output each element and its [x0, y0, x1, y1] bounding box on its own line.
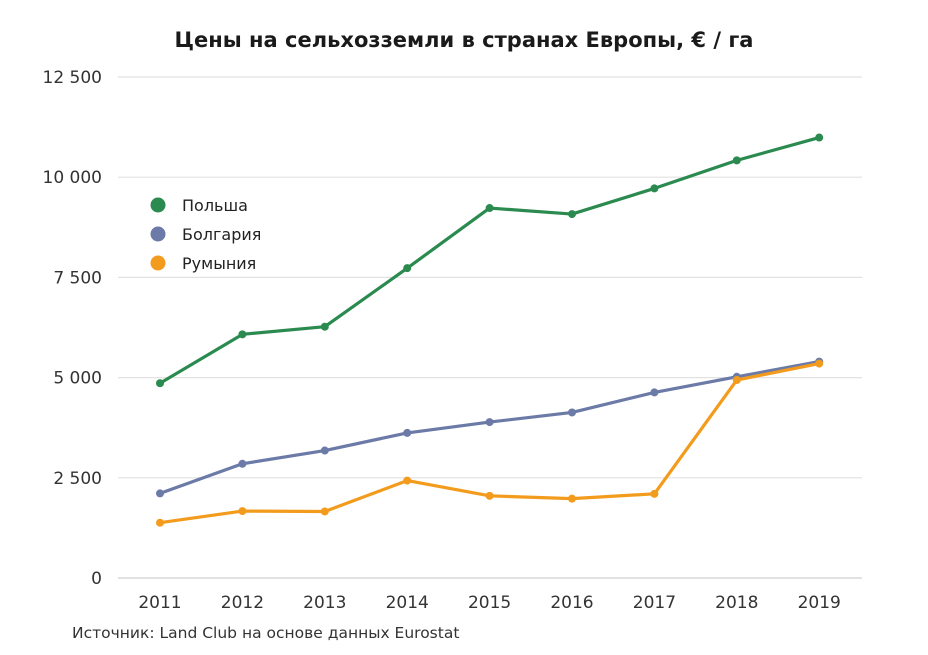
data-point — [403, 264, 412, 273]
x-tick-label: 2014 — [386, 593, 429, 613]
y-tick-label: 12 500 — [43, 68, 102, 88]
x-tick-label: 2015 — [468, 593, 511, 613]
data-point — [320, 446, 329, 455]
x-tick-label: 2013 — [303, 593, 346, 613]
y-tick-label: 10 000 — [43, 168, 102, 188]
series-line — [158, 135, 821, 385]
y-tick-label: 7 500 — [53, 268, 102, 288]
data-point — [650, 388, 659, 397]
data-point — [156, 518, 164, 527]
data-point — [568, 494, 576, 503]
source-note: Источник: Land Club на основе данных Eur… — [72, 624, 460, 642]
data-point — [650, 489, 659, 498]
data-point — [403, 428, 412, 437]
data-point — [568, 210, 576, 219]
legend-label: Болгария — [182, 225, 261, 244]
legend-marker — [150, 197, 166, 213]
data-point — [815, 133, 824, 142]
data-point — [320, 322, 329, 331]
data-point — [238, 330, 247, 339]
x-tick-label: 2017 — [633, 593, 676, 613]
x-tick-label: 2012 — [221, 593, 264, 613]
chart-title: Цены на сельхозземли в странах Европы, €… — [174, 28, 754, 52]
y-tick-label: 5 000 — [53, 369, 102, 389]
legend: Польша Болгария Румыния — [150, 196, 261, 273]
data-point — [238, 459, 247, 468]
legend-label: Румыния — [182, 254, 256, 273]
data-point — [238, 507, 247, 516]
data-point — [403, 476, 412, 485]
legend-marker — [150, 226, 166, 242]
data-point — [320, 507, 329, 516]
x-tick-label: 2018 — [715, 593, 758, 613]
grid-lines — [118, 76, 862, 579]
x-tick-label: 2016 — [550, 593, 593, 613]
data-point — [485, 418, 494, 427]
y-tick-label: 0 — [91, 569, 102, 589]
x-axis-labels: 2011 2012 2013 2014 2015 2016 2017 2018 2019 — [138, 593, 840, 613]
series-lines — [156, 133, 824, 527]
series-line — [158, 359, 821, 496]
data-point — [815, 359, 824, 368]
data-point — [485, 491, 494, 500]
data-point — [485, 204, 494, 213]
legend-label: Польша — [182, 196, 248, 215]
data-point — [156, 489, 164, 498]
x-tick-label: 2011 — [138, 593, 181, 613]
legend-marker — [150, 255, 166, 271]
y-tick-label: 2 500 — [53, 469, 102, 489]
y-axis-labels: 0 2 500 5 000 7 500 10 000 12 500 — [43, 68, 102, 589]
data-point — [732, 376, 741, 385]
data-point — [650, 184, 659, 193]
data-point — [568, 408, 576, 417]
data-point — [156, 379, 164, 388]
x-tick-label: 2019 — [798, 593, 841, 613]
data-point — [732, 156, 741, 165]
